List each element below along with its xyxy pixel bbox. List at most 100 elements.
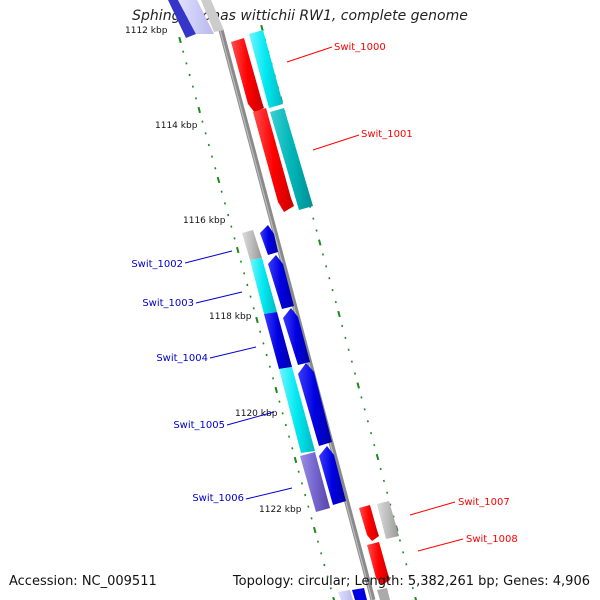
inner-track-major-tick [178, 36, 182, 44]
outer-track-major-tick [375, 453, 380, 461]
inner-track-minor-tick [284, 423, 287, 427]
inner-track-minor-tick [243, 272, 246, 275]
bottom-partial-lavender-feature [338, 590, 353, 600]
leader-swit-1001 [312, 134, 360, 151]
inner-track-minor-tick [252, 307, 255, 310]
top-partial-gray-feature [201, 0, 224, 32]
inner-track-minor-tick [227, 213, 230, 217]
leader-swit-1004 [209, 346, 257, 359]
inner-track-minor-tick [281, 412, 284, 415]
swit-1002-gene-arrow [260, 225, 278, 255]
label-swit-1000[interactable]: Swit_1000 [334, 42, 386, 53]
inner-track-minor-tick [214, 167, 217, 170]
swit-1003-cog-block [250, 258, 277, 314]
outer-track-minor-tick [373, 443, 376, 447]
inner-track-minor-tick [291, 447, 294, 450]
swit-1001-gene-arrow [253, 108, 294, 212]
inner-track-minor-tick [204, 132, 207, 135]
inner-track-minor-tick [182, 50, 185, 53]
inner-track-minor-tick [262, 342, 265, 345]
swit-1002-cog-block [242, 230, 262, 260]
inner-track-minor-tick [297, 470, 300, 473]
inner-track-minor-tick [239, 260, 242, 263]
inner-track-minor-tick [220, 190, 223, 193]
outer-track-minor-tick [347, 348, 350, 351]
label-swit-1007[interactable]: Swit_1007 [458, 497, 510, 508]
outer-track-minor-tick [312, 217, 315, 220]
outer-track-minor-tick [315, 229, 318, 232]
inner-track-major-tick [293, 456, 298, 464]
swit-1001-cog-block [270, 108, 313, 210]
outer-track-minor-tick [370, 431, 373, 435]
tick-label-1112: 1112 kbp [125, 26, 168, 36]
bottom-partial-blue-feature [352, 588, 367, 600]
leader-swit-1003 [195, 291, 243, 304]
outer-track-minor-tick [354, 372, 357, 375]
outer-track-minor-tick [331, 288, 334, 292]
outer-track-major-tick [337, 310, 341, 318]
outer-track-minor-tick [325, 265, 328, 268]
top-partial-blue-feature [168, 0, 196, 38]
outer-track-minor-tick [363, 408, 366, 411]
label-swit-1004[interactable]: Swit_1004 [156, 353, 208, 364]
swit-1006-cog-block [300, 452, 330, 512]
swit-1006-gene-arrow [319, 446, 346, 505]
swit-1000-cog-block [249, 30, 283, 108]
leader-swit-1008 [417, 538, 464, 552]
inner-track-minor-tick [288, 435, 291, 438]
swit-1005-gene-arrow [298, 363, 332, 446]
tick-label-1118: 1118 kbp [209, 312, 252, 322]
inner-track-major-tick [216, 176, 221, 184]
inner-track-minor-tick [201, 120, 204, 123]
tick-label-1116: 1116 kbp [183, 216, 226, 226]
label-swit-1001[interactable]: Swit_1001 [361, 129, 413, 140]
outer-track-minor-tick [366, 420, 369, 423]
genome-stats-text: Topology: circular; Length: 5,382,261 bp… [232, 574, 590, 589]
inner-track-minor-tick [310, 517, 313, 520]
swit-1004-gene-arrow [283, 308, 310, 365]
inner-track-minor-tick [207, 143, 210, 147]
outer-track-minor-tick [402, 551, 405, 554]
outer-track-minor-tick [321, 253, 324, 256]
inner-track-minor-tick [211, 155, 214, 158]
inner-track-minor-tick [316, 540, 319, 543]
inner-track-major-tick [313, 526, 317, 534]
label-swit-1008[interactable]: Swit_1008 [466, 534, 518, 545]
accession-text: Accession: NC_009511 [9, 574, 157, 589]
outer-track-minor-tick [344, 336, 347, 340]
gene-leader-lines [184, 46, 464, 552]
inner-track-minor-tick [223, 202, 226, 205]
leader-swit-1002 [184, 250, 233, 264]
bottom-partial-gray-feature [377, 588, 390, 600]
inner-track-major-tick [197, 106, 201, 114]
tick-label-1120: 1120 kbp [235, 409, 278, 419]
inner-track-minor-tick [323, 563, 326, 567]
swit-1004-cog-block [264, 312, 292, 369]
leader-swit-1005 [226, 411, 275, 426]
outer-track-minor-tick [389, 503, 392, 506]
label-swit-1003[interactable]: Swit_1003 [142, 298, 194, 309]
inner-track-minor-tick [329, 587, 332, 590]
inner-track-major-tick [332, 596, 336, 600]
inner-track-major-tick [255, 316, 259, 324]
inner-track-minor-tick [278, 400, 281, 403]
label-swit-1006[interactable]: Swit_1006 [192, 493, 244, 504]
inner-track-minor-tick [272, 377, 275, 380]
inner-track-minor-tick [300, 482, 303, 485]
swit-1007-gene-arrow [359, 505, 379, 541]
inner-track-minor-tick [259, 330, 262, 333]
label-swit-1005[interactable]: Swit_1005 [173, 420, 225, 431]
inner-track-minor-tick [246, 283, 249, 287]
label-swit-1002[interactable]: Swit_1002 [131, 259, 183, 270]
inner-track-minor-tick [249, 295, 252, 298]
inner-track-major-tick [274, 386, 278, 394]
inner-track-minor-tick [307, 505, 310, 508]
inner-tick-track [178, 36, 336, 600]
inner-track-major-tick [236, 246, 240, 254]
outer-track-minor-tick [405, 563, 408, 566]
outer-track-minor-tick [411, 586, 414, 590]
outer-track-major-tick [356, 382, 360, 389]
outer-track-minor-tick [350, 360, 353, 363]
